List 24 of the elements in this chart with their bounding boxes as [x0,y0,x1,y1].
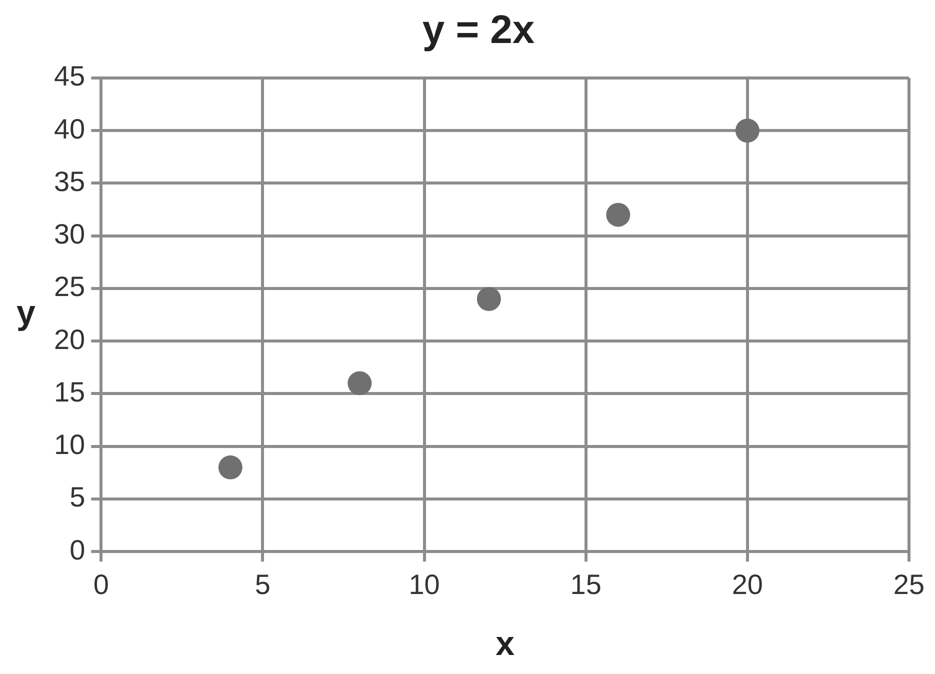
y-tick-label: 5 [70,482,86,513]
x-tick-label: 10 [408,569,440,600]
point [348,371,372,396]
y-tick-label: 0 [70,534,86,566]
chart-title: y = 2x [422,8,535,52]
y-tick-label: 15 [54,376,86,408]
x-tick-label: 5 [254,569,271,600]
point [735,118,760,143]
x-tick-label: 15 [570,569,602,600]
y-tick-label: 40 [54,113,86,144]
y-tick-label: 25 [54,271,86,302]
point [606,202,630,227]
y-tick-label: 20 [54,324,86,355]
y-tick-label: 10 [54,429,86,460]
x-tick-label: 20 [732,569,764,600]
point [476,287,501,312]
y-tick-label: 35 [54,166,86,197]
y-tick-label: 45 [54,60,86,92]
point [218,455,242,480]
x-axis-title: x [496,624,515,663]
x-tick-label: 25 [893,569,925,600]
y-tick-label: 30 [54,218,86,250]
x-tick-label: 0 [93,569,109,600]
y-axis-title: y [16,294,36,332]
